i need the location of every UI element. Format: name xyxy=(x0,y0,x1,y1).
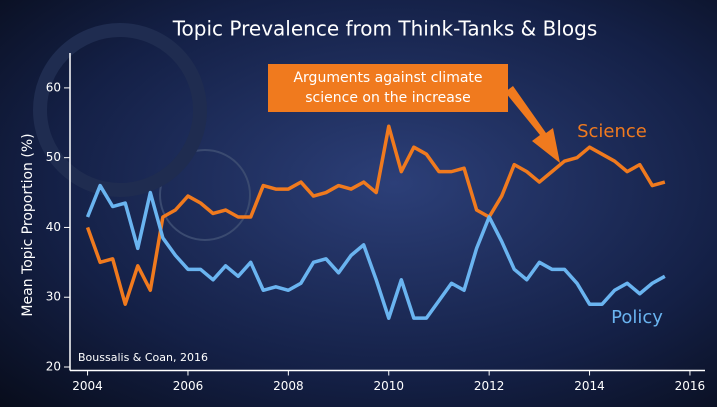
decor-gear xyxy=(33,23,207,197)
y-tick-label: 30 xyxy=(46,290,61,304)
y-tick-label: 20 xyxy=(46,360,61,374)
source-note: Boussalis & Coan, 2016 xyxy=(78,351,208,364)
x-tick-label: 2006 xyxy=(173,379,204,393)
x-tick-label: 2012 xyxy=(474,379,505,393)
y-tick-label: 50 xyxy=(46,150,61,164)
annotation-text: Arguments against climate xyxy=(293,70,482,86)
x-tick-label: 2008 xyxy=(273,379,304,393)
y-tick-label: 40 xyxy=(46,220,61,234)
annotation-text: science on the increase xyxy=(305,90,470,106)
series-line xyxy=(85,124,666,306)
x-tick-label: 2010 xyxy=(373,379,404,393)
y-tick-label: 60 xyxy=(46,80,61,94)
decor-gear xyxy=(159,149,251,241)
x-tick-label: 2014 xyxy=(574,379,605,393)
y-axis-label: Mean Topic Proportion (%) xyxy=(20,133,36,316)
annotation-arrow xyxy=(505,86,560,163)
series-line xyxy=(85,183,666,320)
x-tick-label: 2016 xyxy=(675,379,706,393)
series-label: Science xyxy=(577,121,647,142)
series-label: Policy xyxy=(611,307,663,328)
x-tick-label: 2004 xyxy=(72,379,103,393)
plot-area: 20 30 40 50 60 2004 2006 2008 2010 2012 2014 2016 Sc… xyxy=(46,53,705,393)
chart-title: Topic Prevalence from Think-Tanks & Blog… xyxy=(172,17,598,41)
annotation-box xyxy=(268,64,508,112)
